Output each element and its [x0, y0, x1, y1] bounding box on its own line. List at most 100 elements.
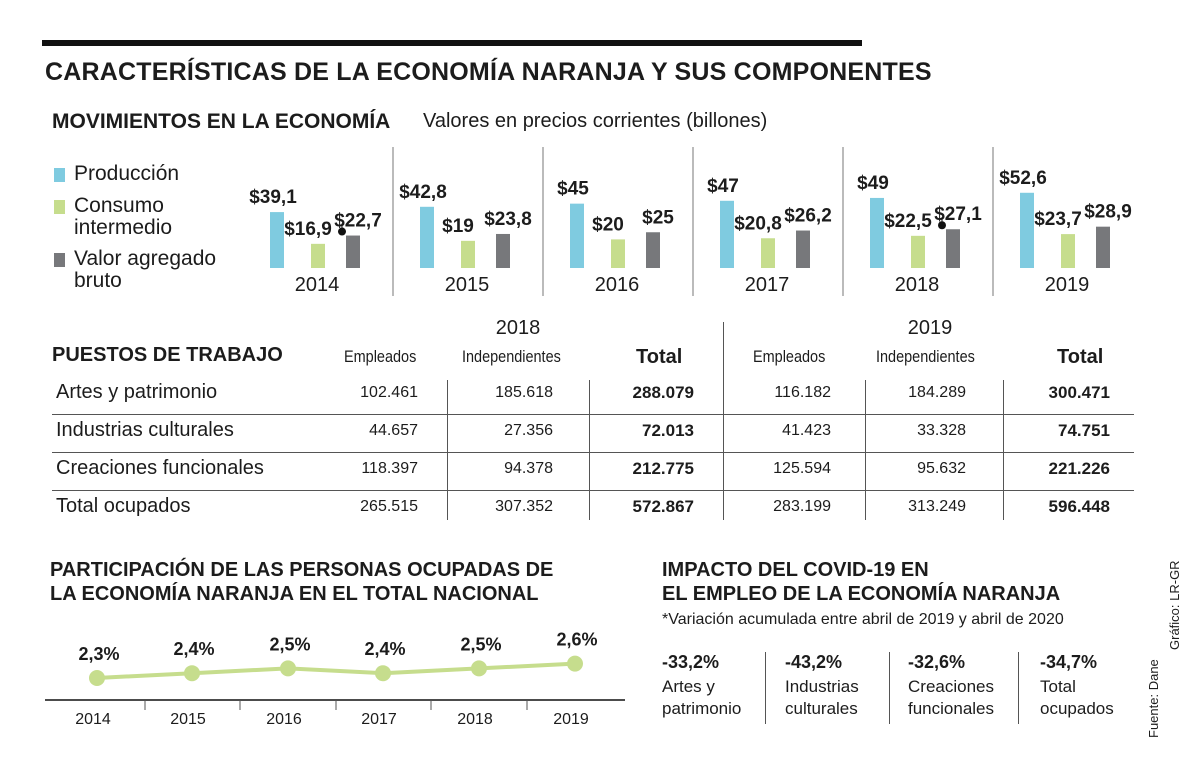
- row-rule: [52, 414, 1134, 415]
- table-cell: 307.352: [495, 498, 553, 515]
- table-cell: 74.751: [1058, 421, 1110, 440]
- covid-title-line2: EL EMPLEO DE LA ECONOMÍA NARANJA: [662, 583, 1061, 605]
- graphic-credit: Gráfico: LR-GR: [1167, 560, 1182, 650]
- table-cell: 596.448: [1048, 497, 1110, 516]
- bar-label: $20: [592, 214, 624, 235]
- col-head-empleados-2019: Empleados: [753, 347, 826, 366]
- table-cell: 33.328: [917, 422, 966, 439]
- col-divider: [589, 380, 590, 520]
- line-point-label: 2,6%: [556, 630, 597, 650]
- line-point-label: 2,4%: [364, 639, 405, 659]
- table-cell: 212.775: [632, 459, 694, 478]
- bar-label: $23,7: [1034, 209, 1082, 230]
- bar-producción-2018: [870, 197, 884, 268]
- legend-label-produccion: Producción: [74, 162, 180, 185]
- table-divider: [723, 322, 724, 520]
- covid-divider: [889, 652, 890, 724]
- bar-label: $20,8: [734, 213, 782, 234]
- jobs-year-2019: 2019: [907, 317, 953, 339]
- jobs-heading: PUESTOS DE TRABAJO: [52, 344, 283, 366]
- bar-axis-label: 2019: [1045, 274, 1090, 296]
- covid-title: IMPACTO DEL COVID-19 EN EL EMPLEO DE LA …: [662, 558, 1060, 606]
- bar-producción-2016: [570, 203, 584, 268]
- col-divider: [1003, 380, 1004, 520]
- table-cell: 41.423: [782, 422, 831, 439]
- top-rule: [42, 40, 862, 46]
- covid-value-industrias: -43,2%: [785, 652, 843, 672]
- line-point-2018: [471, 660, 487, 677]
- bar-valor-agregado-bruto-2015: [496, 233, 510, 268]
- covid-label-industrias: Industrias culturales: [785, 677, 859, 718]
- col-head-total-2019: Total: [1057, 346, 1104, 368]
- table-cell: 288.079: [632, 383, 694, 402]
- table-cell: 27.356: [504, 422, 553, 439]
- line-point-label: 2,4%: [173, 639, 214, 659]
- covid-subtitle: *Variación acumulada entre abril de 2019…: [662, 611, 1064, 628]
- line-axis-label: 2017: [361, 711, 397, 728]
- bar-producción-2014: [270, 212, 284, 268]
- bar-axis-label: 2017: [745, 274, 790, 296]
- legend-swatch-produccion: [54, 168, 65, 182]
- bar-label: $42,8: [399, 182, 447, 203]
- participation-title: PARTICIPACIÓN DE LAS PERSONAS OCUPADAS D…: [50, 558, 553, 606]
- table-cell: 221.226: [1048, 459, 1110, 478]
- row-rule: [52, 452, 1134, 453]
- line-axis-label: 2014: [75, 711, 111, 728]
- line-axis-label: 2018: [457, 711, 493, 728]
- bar-label-dot: [938, 221, 946, 230]
- bar-producción-2019: [1020, 192, 1034, 268]
- bar-label: $16,9: [284, 219, 332, 240]
- line-point-2014: [89, 670, 105, 686]
- covid-value-artes: -33,2%: [662, 652, 720, 672]
- legend-swatch-valor: [54, 253, 65, 267]
- table-row-label: Artes y patrimonio: [56, 381, 218, 403]
- bar-label-dot: [338, 227, 346, 236]
- col-divider: [865, 380, 866, 520]
- participation-title-line1: PARTICIPACIÓN DE LAS PERSONAS OCUPADAS D…: [50, 559, 554, 581]
- table-cell: 265.515: [360, 498, 418, 515]
- legend-label-valor: Valor agregado bruto: [74, 247, 217, 292]
- bar-label: $27,1: [934, 204, 982, 225]
- table-cell: 95.632: [917, 460, 966, 477]
- table-cell: 102.461: [360, 384, 418, 401]
- table-row-label: Creaciones funcionales: [56, 457, 264, 479]
- table-cell: 118.397: [361, 460, 418, 477]
- line-axis-label: 2015: [170, 711, 206, 728]
- bar-label: $45: [557, 179, 589, 200]
- bar-valor-agregado-bruto-2019: [1096, 226, 1110, 268]
- line-point-2017: [375, 665, 391, 682]
- bar-label: $25: [642, 207, 674, 228]
- bar-consumo-intermedio-2019: [1061, 234, 1075, 268]
- covid-divider: [1018, 652, 1019, 724]
- line-axis-label: 2016: [266, 711, 302, 728]
- line-point-2016: [280, 660, 296, 677]
- bar-axis-label: 2014: [295, 274, 340, 296]
- bar-consumo-intermedio-2018: [911, 235, 925, 268]
- bar-axis-label: 2015: [445, 274, 490, 296]
- bar-label: $26,2: [784, 206, 832, 227]
- bar-consumo-intermedio-2017: [761, 238, 775, 268]
- table-cell: 44.657: [369, 422, 418, 439]
- bar-valor-agregado-bruto-2016: [646, 232, 660, 268]
- col-divider: [447, 380, 448, 520]
- table-cell: 300.471: [1048, 383, 1110, 402]
- table-cell: 94.378: [504, 460, 553, 477]
- row-rule: [52, 490, 1134, 491]
- legend-label-consumo: Consumo intermedio: [74, 194, 173, 239]
- legend-swatch-consumo: [54, 200, 65, 214]
- covid-divider: [765, 652, 766, 724]
- line-point-2019: [567, 655, 583, 672]
- line-point-label: 2,5%: [269, 634, 310, 654]
- bar-valor-agregado-bruto-2014: [346, 235, 360, 268]
- bar-label: $22,5: [884, 211, 932, 232]
- table-cell: 185.618: [495, 384, 553, 401]
- covid-label-total: Total ocupados: [1040, 677, 1114, 718]
- table-cell: 572.867: [632, 497, 694, 516]
- source-credit: Fuente: Dane: [1146, 659, 1161, 738]
- bar-consumo-intermedio-2014: [311, 243, 325, 268]
- table-cell: 125.594: [773, 460, 831, 477]
- bar-label: $28,9: [1084, 202, 1132, 223]
- bar-label: $52,6: [999, 168, 1047, 189]
- bar-consumo-intermedio-2015: [461, 240, 475, 268]
- bar-consumo-intermedio-2016: [611, 239, 625, 268]
